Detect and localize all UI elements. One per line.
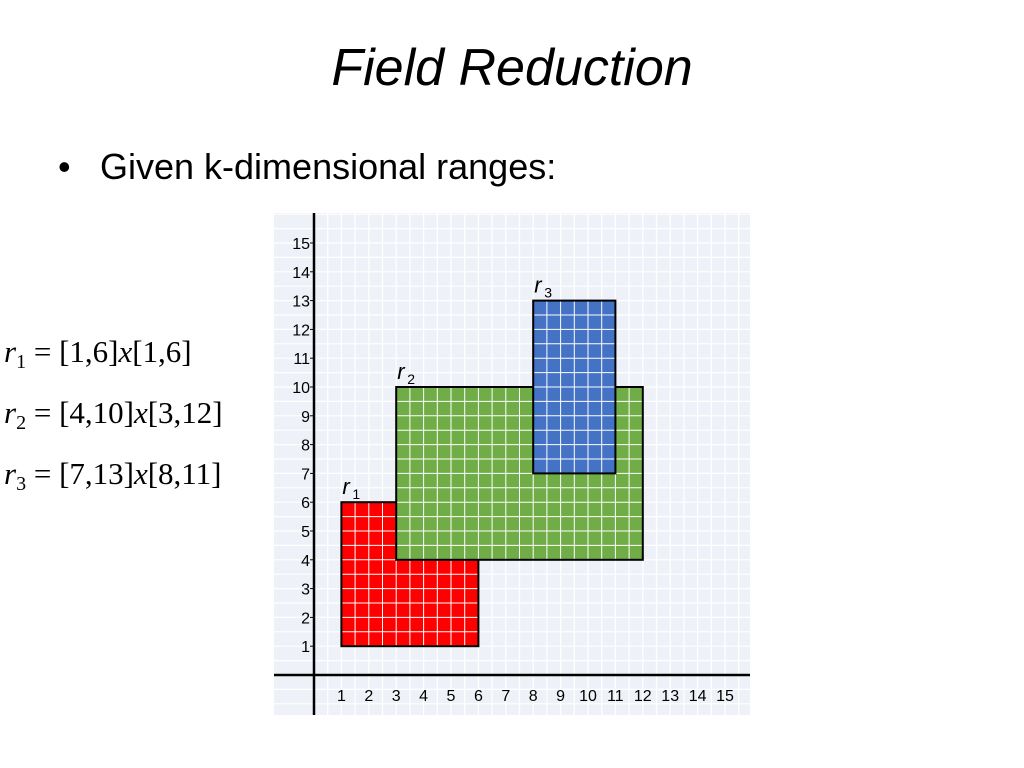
range-var: r: [4, 334, 17, 369]
x-tick-label: 9: [556, 688, 565, 705]
range-subscript: 1: [16, 351, 27, 373]
range-label-sub-3: 3: [544, 285, 552, 301]
range-times: x: [133, 456, 148, 491]
range-label-sub-1: 1: [352, 486, 360, 502]
bullet-text: Given k-dimensional ranges:: [100, 146, 557, 187]
equals-sign: =: [33, 334, 52, 369]
x-tick-label: 15: [716, 688, 734, 705]
range-label-2: r: [397, 359, 406, 384]
x-tick-label: 3: [392, 688, 401, 705]
range-definition-r2: r2 = [4,10]x[3,12]: [4, 393, 223, 454]
range-var: r: [4, 395, 17, 430]
range-grid-diagram: r 1r 2r 31 2 3 4 5 6 7 8 9 10 11 12 13 14 151234567891011…: [274, 213, 750, 715]
x-tick-label: 11: [607, 688, 624, 705]
y-tick-label: 11: [293, 351, 310, 368]
x-tick-label: 8: [529, 688, 538, 705]
equals-sign: =: [33, 456, 52, 491]
y-tick-label: 15: [292, 236, 310, 253]
y-tick-label: 3: [301, 582, 310, 599]
y-tick-label: 8: [301, 438, 310, 455]
x-tick-label: 6: [474, 688, 483, 705]
range-subscript: 3: [16, 473, 27, 495]
y-tick-label: 2: [301, 610, 310, 627]
range-x: [4,10]: [59, 395, 134, 430]
y-tick-label: 5: [301, 524, 310, 541]
y-tick-label: 10: [292, 380, 310, 397]
range-label-1: r: [342, 474, 351, 499]
slide-title: Field Reduction: [331, 39, 693, 97]
y-tick-label: 12: [292, 322, 310, 339]
x-tick-label: 7: [501, 688, 510, 705]
range-var: r: [4, 456, 17, 491]
range-outline-3: [532, 299, 617, 475]
range-times: x: [133, 395, 148, 430]
range-outline-2: [395, 386, 644, 561]
range-y: [8,11]: [147, 456, 222, 491]
range-definition-r1: r1 = [1,6]x[1,6]: [4, 332, 223, 393]
y-tick-label: 1: [301, 639, 310, 656]
x-tick-label: 12: [634, 688, 652, 705]
range-y: [3,12]: [147, 395, 223, 430]
y-tick-label: 4: [301, 553, 310, 570]
range-definition-r3: r3 = [7,13]x[8,11]: [4, 454, 223, 515]
x-tick-label: 1: [337, 688, 346, 705]
range-subscript: 2: [16, 412, 27, 434]
equals-sign: =: [33, 395, 52, 430]
bullet-item: • Given k-dimensional ranges:: [58, 146, 556, 188]
x-tick-label: 4: [419, 688, 428, 705]
y-tick-label: 7: [301, 466, 310, 483]
range-label-sub-2: 2: [407, 371, 415, 387]
y-tick-label: 9: [301, 409, 310, 426]
range-y: [1,6]: [132, 334, 192, 369]
range-times: x: [118, 334, 133, 369]
x-tick-label: 10: [579, 688, 597, 705]
x-tick-label: 14: [689, 688, 707, 705]
bullet-dot-icon: •: [58, 146, 71, 187]
y-tick-label: 14: [292, 265, 310, 282]
range-x: [7,13]: [59, 456, 134, 491]
range-definitions: r1 = [1,6]x[1,6] r2 = [4,10]x[3,12] r3 =…: [4, 332, 223, 515]
y-tick-label: 13: [292, 294, 310, 311]
y-tick-label: 6: [301, 495, 310, 512]
x-tick-label: 13: [661, 688, 679, 705]
x-tick-label: 2: [364, 688, 373, 705]
range-x: [1,6]: [59, 334, 119, 369]
x-tick-label: 5: [447, 688, 456, 705]
range-label-3: r: [534, 273, 543, 298]
